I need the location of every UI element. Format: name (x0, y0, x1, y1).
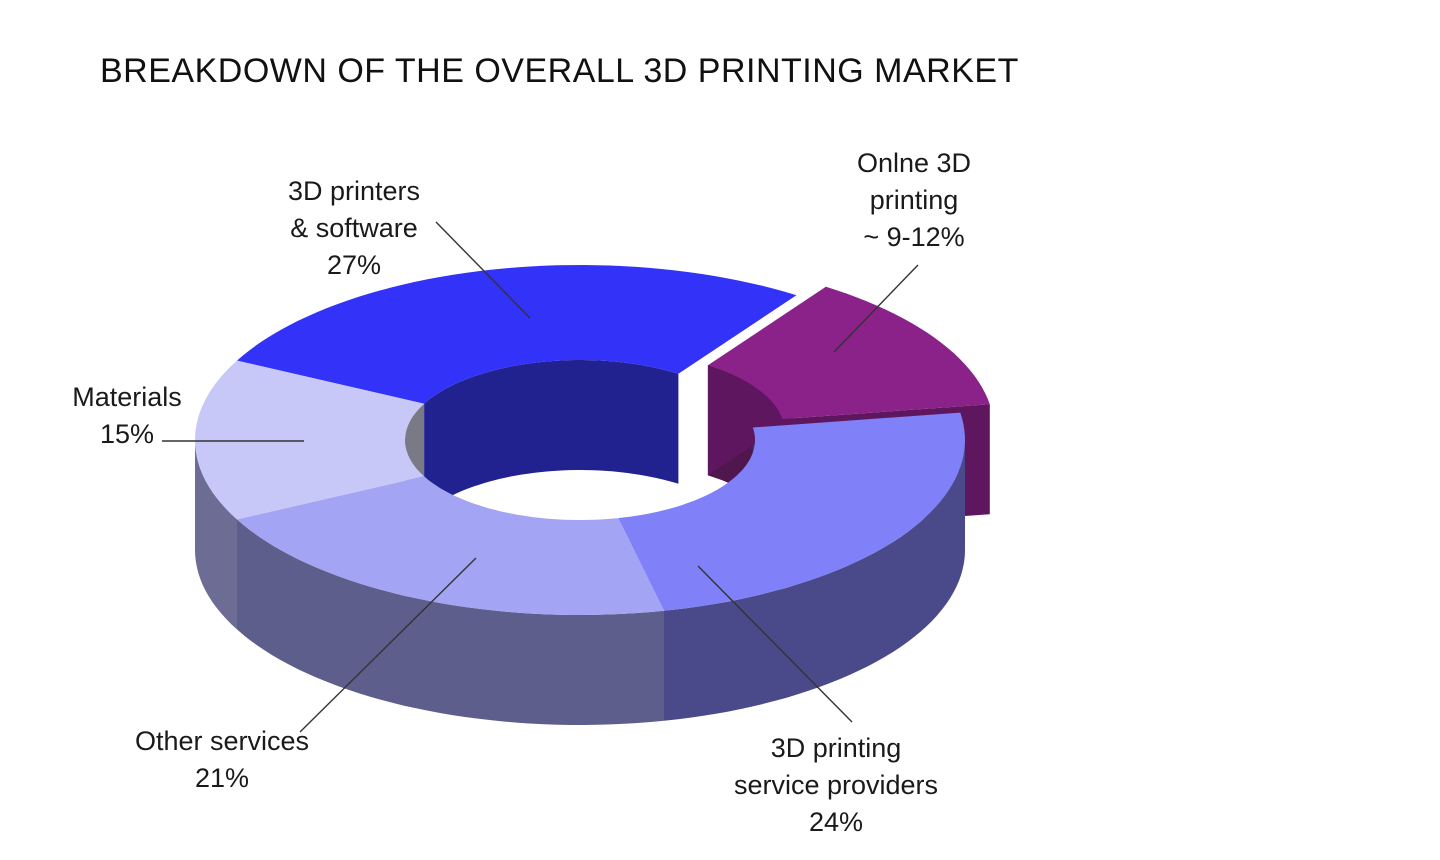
label-other-services: Other services 21% (135, 726, 309, 793)
leader-line-3d-printing-service-providers (697, 565, 853, 723)
leader-line-3d-printers-software (435, 221, 531, 319)
label-line-other-services-1: 21% (195, 763, 249, 793)
outer-wall-other-services (237, 519, 664, 725)
label-line-onlne-3d-printing-1: printing (870, 185, 959, 215)
inner-wall-3d-printers-software (424, 360, 679, 514)
slice-other-services (237, 476, 664, 615)
label-line-3d-printing-service-providers-2: 24% (809, 807, 863, 837)
label-line-onlne-3d-printing-2: ~ 9-12% (863, 222, 964, 252)
label-line-3d-printers-software-1: & software (290, 213, 418, 243)
leader-line-other-services (299, 557, 477, 733)
label-line-3d-printers-software-2: 27% (327, 250, 381, 280)
label-materials: Materials 15% (72, 382, 182, 449)
label-line-3d-printing-service-providers-0: 3D printing (771, 733, 902, 763)
label-line-other-services-0: Other services (135, 726, 309, 756)
donut-body (195, 265, 990, 725)
label-line-materials-1: 15% (100, 419, 154, 449)
outer-wall-materials (195, 440, 237, 630)
label-3d-printers-software: 3D printers & software 27% (288, 176, 420, 280)
label-onlne-3d-printing: Onlne 3D printing ~ 9-12% (857, 148, 971, 252)
slice-labels: 3D printers & software 27% Onlne 3D printing… (72, 148, 971, 837)
slice-3d-printers-software (237, 265, 797, 404)
label-line-onlne-3d-printing-0: Onlne 3D (857, 148, 971, 178)
slice-onlne-3d-printing (707, 286, 990, 419)
leader-line-onlne-3d-printing (833, 264, 919, 353)
label-line-3d-printing-service-providers-1: service providers (734, 770, 938, 800)
slice-materials (195, 360, 425, 520)
label-line-3d-printers-software-0: 3D printers (288, 176, 420, 206)
slice-3d-printing-service-providers (618, 412, 965, 611)
label-line-materials-0: Materials (72, 382, 182, 412)
outer-wall-3d-printing-service-providers (664, 440, 965, 721)
label-3d-printing-service-providers: 3D printing service providers 24% (734, 733, 938, 837)
chart-title: BREAKDOWN OF THE OVERALL 3D PRINTING MAR… (100, 52, 1019, 90)
